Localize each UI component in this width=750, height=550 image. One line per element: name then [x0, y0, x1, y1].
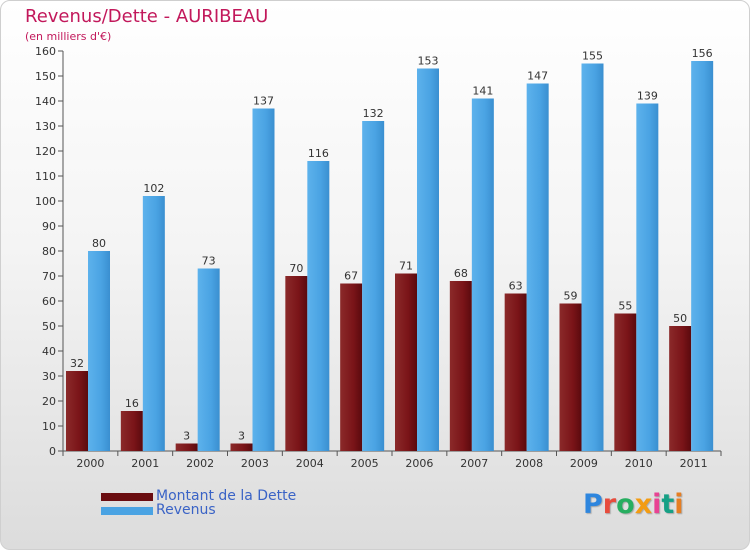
x-tick-label: 2010 [625, 457, 653, 470]
bar-revenus-2003 [252, 108, 275, 451]
bar-revenus-2006 [417, 68, 439, 451]
proxiti-logo: Proxiti [583, 489, 684, 520]
bar-revenus-2008 [526, 83, 549, 451]
data-label-debt-2005: 67 [344, 270, 358, 283]
x-tick-label: 2001 [131, 457, 159, 470]
y-tick-label: 150 [35, 70, 56, 83]
y-tick-label: 10 [42, 420, 56, 433]
x-tick-label: 2002 [186, 457, 214, 470]
bar-revenus-2011 [691, 61, 714, 451]
y-tick-label: 40 [42, 345, 56, 358]
y-tick-label: 140 [35, 95, 56, 108]
bar-debt-2003 [230, 443, 253, 451]
x-tick-label: 2007 [460, 457, 488, 470]
y-tick-label: 120 [35, 145, 56, 158]
bar-debt-2001 [120, 411, 143, 451]
axes: 0 10 20 30 40 50 60 70 80 90 100 110 120 130 140 150 160… [35, 45, 722, 470]
data-label-debt-2008: 63 [509, 280, 523, 293]
chart-subtitle: (en milliers d'€) [25, 30, 112, 43]
bars [66, 61, 714, 451]
bar-revenus-2001 [142, 196, 165, 451]
bar-revenus-2004 [307, 161, 330, 451]
chart-title: Revenus/Dette - AURIBEAU [25, 6, 269, 27]
y-tick-label: 160 [35, 45, 56, 58]
data-label-debt-2000: 32 [70, 357, 84, 370]
x-tick-label: 2004 [296, 457, 324, 470]
bar-debt-2000 [66, 371, 88, 451]
data-label-debt-2009: 59 [564, 290, 578, 303]
x-tick-label: 2011 [680, 457, 708, 470]
y-tick-label: 60 [42, 295, 56, 308]
bar-debt-2006 [395, 273, 417, 451]
legend-label-debt: Montant de la Dette [156, 488, 297, 504]
data-label-revenus-2005: 132 [363, 107, 384, 120]
logo-letter: i [674, 489, 684, 520]
x-tick-label: 2000 [76, 457, 104, 470]
y-tick-label: 110 [35, 170, 56, 183]
bar-debt-2007 [449, 281, 472, 451]
data-label-revenus-2007: 141 [472, 85, 493, 98]
bar-revenus-2000 [88, 251, 110, 451]
logo-letter: o [616, 489, 635, 520]
legend-swatch-debt [101, 493, 153, 501]
x-tick-label: 2009 [570, 457, 598, 470]
y-tick-label: 100 [35, 195, 56, 208]
bar-revenus-2002 [197, 268, 220, 451]
data-label-revenus-2008: 147 [527, 70, 548, 83]
y-tick-label: 0 [49, 445, 56, 458]
data-label-revenus-2003: 137 [253, 95, 274, 108]
bar-debt-2008 [504, 293, 527, 451]
y-tick-label: 20 [42, 395, 56, 408]
bar-debt-2005 [340, 283, 363, 451]
data-label-debt-2003: 3 [238, 430, 245, 443]
y-tick-label: 70 [42, 270, 56, 283]
bar-revenus-2007 [471, 98, 494, 451]
data-label-revenus-2010: 139 [637, 90, 658, 103]
data-label-revenus-2002: 73 [202, 255, 216, 268]
data-label-revenus-2004: 116 [308, 147, 329, 160]
data-label-revenus-2006: 153 [418, 55, 439, 68]
data-label-debt-2006: 71 [399, 260, 413, 273]
logo-letter: x [634, 489, 653, 520]
data-label-debt-2002: 3 [183, 430, 190, 443]
logo-letter: r [602, 489, 617, 520]
logo-letter: i [652, 489, 662, 520]
legend-swatch-revenus [101, 507, 153, 515]
data-label-debt-2007: 68 [454, 267, 468, 280]
bar-revenus-2010 [636, 103, 659, 451]
logo-letter: t [661, 489, 675, 520]
y-tick-label: 130 [35, 120, 56, 133]
x-tick-label: 2005 [351, 457, 379, 470]
data-label-revenus-2000: 80 [92, 237, 106, 250]
x-tick-label: 2008 [515, 457, 543, 470]
x-tick-label: 2006 [405, 457, 433, 470]
bar-debt-2010 [614, 313, 637, 451]
data-label-revenus-2011: 156 [692, 47, 713, 60]
y-tick-label: 80 [42, 245, 56, 258]
x-tick-label: 2003 [241, 457, 269, 470]
bar-debt-2009 [559, 303, 582, 451]
data-label-revenus-2009: 155 [582, 50, 603, 63]
legend-label-revenus: Revenus [156, 502, 216, 518]
y-tick-label: 30 [42, 370, 56, 383]
bar-revenus-2005 [362, 121, 385, 451]
data-label-debt-2010: 55 [618, 300, 632, 313]
logo-letter: P [583, 489, 603, 520]
y-tick-label: 50 [42, 320, 56, 333]
data-labels: 32 80 16 102 3 73 3 137 70 116 67 132 71 153 68 141 63 14… [70, 47, 713, 443]
bar-revenus-2009 [581, 63, 604, 451]
data-label-debt-2004: 70 [289, 262, 303, 275]
data-label-debt-2001: 16 [125, 397, 139, 410]
data-label-revenus-2001: 102 [143, 182, 164, 195]
data-label-debt-2011: 50 [673, 312, 687, 325]
bar-debt-2004 [285, 276, 308, 451]
y-tick-label: 90 [42, 220, 56, 233]
bar-debt-2002 [175, 443, 198, 451]
bar-debt-2011 [669, 326, 692, 451]
